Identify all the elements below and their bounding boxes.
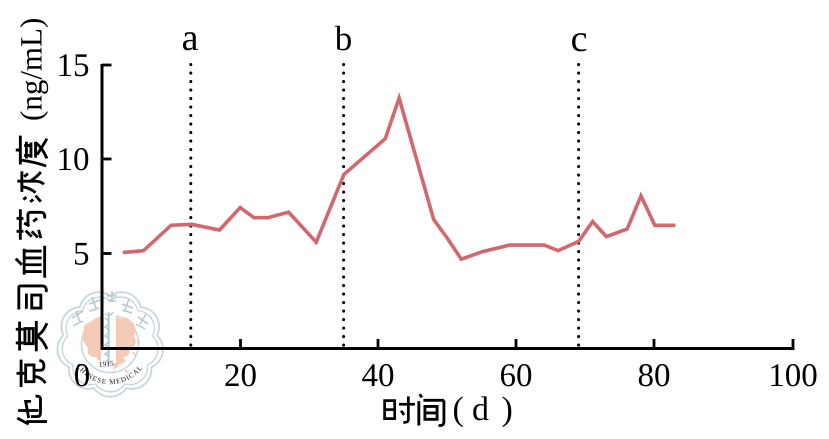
svg-text:(: ( [453, 391, 464, 428]
svg-text:d: d [472, 391, 489, 428]
svg-text:80: 80 [638, 358, 671, 394]
svg-text:): ) [502, 391, 513, 428]
svg-text:20: 20 [224, 358, 257, 394]
svg-text:b: b [335, 19, 353, 58]
svg-text:1915: 1915 [98, 359, 114, 369]
svg-text:0: 0 [74, 358, 91, 394]
svg-text:(ng/mL): (ng/mL) [14, 18, 49, 121]
svg-text:40: 40 [362, 358, 395, 394]
svg-text:5: 5 [73, 236, 90, 272]
svg-text:100: 100 [768, 358, 818, 394]
svg-text:15: 15 [57, 48, 90, 84]
svg-text:60: 60 [500, 358, 533, 394]
svg-text:c: c [571, 18, 588, 60]
svg-text:a: a [182, 17, 199, 59]
svg-text:10: 10 [57, 142, 90, 178]
